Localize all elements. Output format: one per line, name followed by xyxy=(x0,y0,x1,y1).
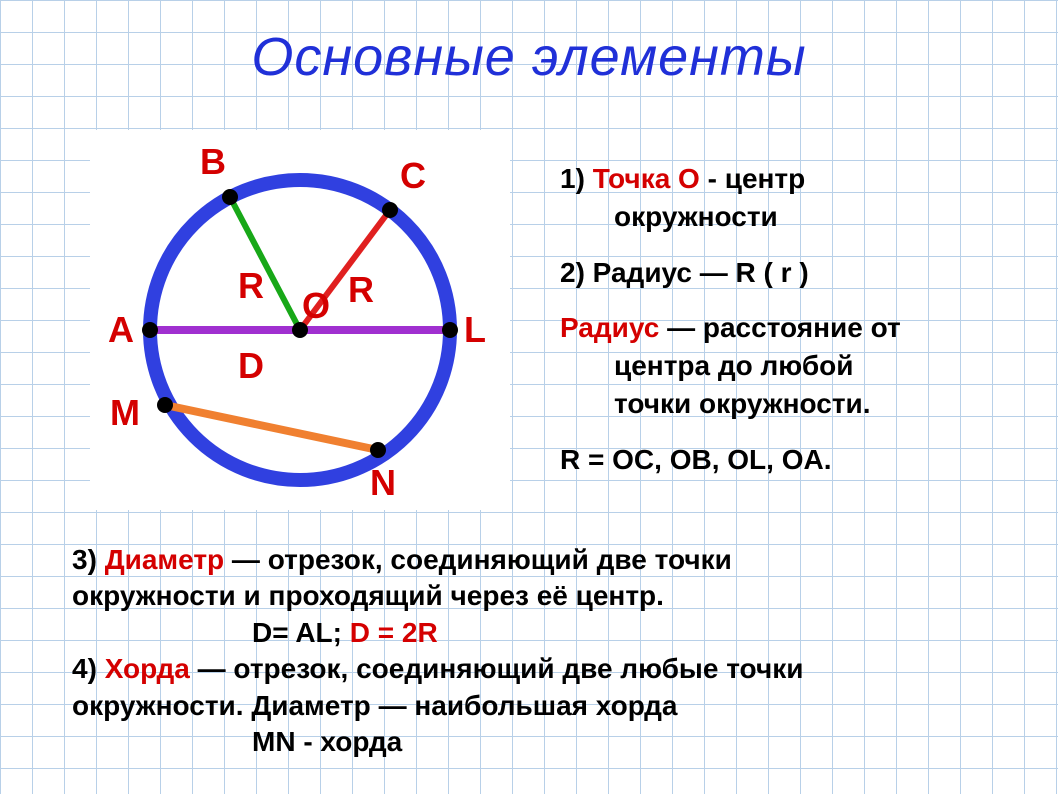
def5-c: окружности и проходящий через её центр. xyxy=(72,578,1012,614)
def1-c: окружности xyxy=(560,198,1030,236)
def6-key: Хорда xyxy=(105,653,190,684)
def3-key: Радиус xyxy=(560,312,659,343)
def6-d: MN - хорда xyxy=(72,724,1012,760)
def6-b: — отрезок, соединяющий две любые точки xyxy=(190,653,804,684)
svg-text:D: D xyxy=(238,345,264,386)
diagram-svg: OALBCMNRRD xyxy=(90,130,510,510)
circle-diagram: OALBCMNRRD xyxy=(90,130,510,510)
def6-a: 4) xyxy=(72,653,105,684)
def3-b: центра до любой xyxy=(560,347,1030,385)
def5-a: 3) xyxy=(72,544,105,575)
svg-text:N: N xyxy=(370,462,396,503)
def3-c: точки окружности. xyxy=(560,385,1030,423)
def5-b: — отрезок, соединяющий две точки xyxy=(224,544,732,575)
svg-text:C: C xyxy=(400,155,426,196)
def1-key: Точка О xyxy=(593,163,700,194)
definitions-bottom: 3) Диаметр — отрезок, соединяющий две то… xyxy=(72,542,1012,760)
svg-text:L: L xyxy=(464,309,486,350)
svg-text:A: A xyxy=(108,309,134,350)
definitions-right: 1) Точка О - центр окружности 2) Радиус … xyxy=(560,160,1030,479)
def5-d1: D= AL; xyxy=(252,617,350,648)
svg-text:O: O xyxy=(302,285,330,326)
svg-text:R: R xyxy=(238,265,264,306)
def1-a: 1) xyxy=(560,163,593,194)
page-title: Основные элементы xyxy=(0,26,1058,88)
def3-a: — расстояние от xyxy=(659,312,900,343)
svg-text:M: M xyxy=(110,392,140,433)
svg-text:R: R xyxy=(348,269,374,310)
def2: 2) Радиус — R ( r ) xyxy=(560,254,1030,292)
def5-d2: D = 2R xyxy=(350,617,438,648)
def5-key: Диаметр xyxy=(105,544,224,575)
def4: R = OC, OB, OL, OA. xyxy=(560,441,1030,479)
def6-c: окружности. Диаметр — наибольшая хорда xyxy=(72,688,1012,724)
svg-text:B: B xyxy=(200,141,226,182)
def1-b: - центр xyxy=(700,163,805,194)
